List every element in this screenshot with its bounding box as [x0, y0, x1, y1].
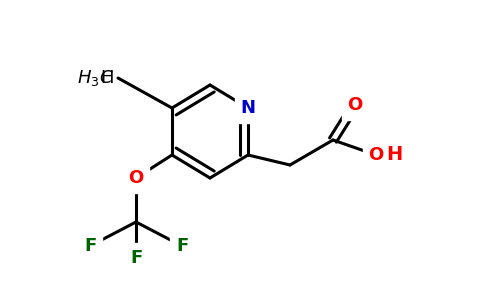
Text: F: F — [176, 237, 188, 255]
Text: H: H — [101, 69, 114, 87]
Text: O: O — [128, 169, 144, 187]
Text: $H_3C$: $H_3C$ — [77, 68, 114, 88]
Text: N: N — [241, 99, 256, 117]
Text: F: F — [84, 237, 96, 255]
Text: F: F — [130, 249, 142, 267]
Text: O: O — [368, 146, 384, 164]
Text: O: O — [348, 96, 363, 114]
Text: H: H — [386, 146, 402, 164]
